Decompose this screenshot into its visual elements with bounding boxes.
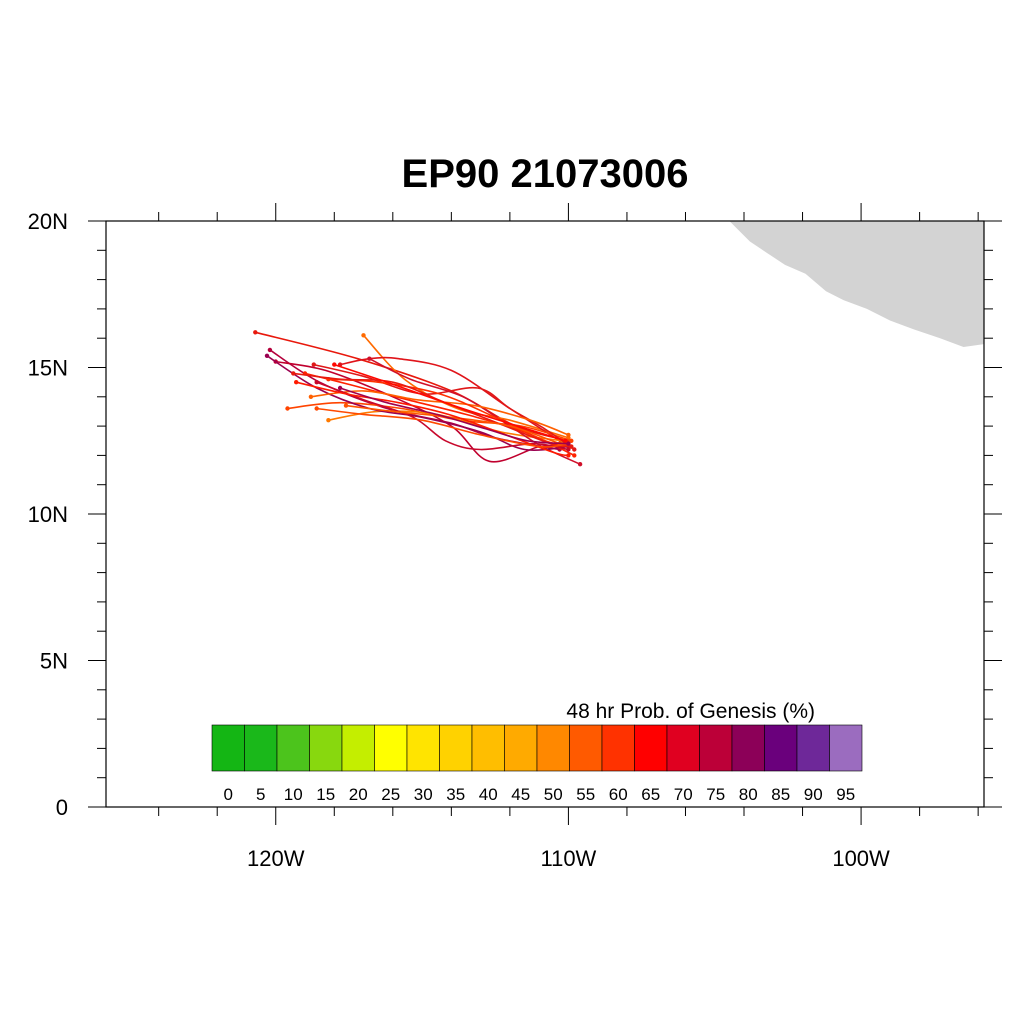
colorbar-label: 65	[641, 785, 660, 804]
y-tick-label: 15N	[28, 356, 68, 381]
track-line-20	[339, 387, 569, 445]
track-start-point-6	[285, 406, 290, 411]
storm-tracks	[253, 330, 583, 467]
track-line-16	[345, 404, 560, 445]
colorbar-label: 85	[771, 785, 790, 804]
colorbar-swatch	[699, 724, 733, 772]
colorbar-swatch	[569, 724, 603, 772]
axis-ticks	[88, 203, 1002, 825]
track-start-point-17	[332, 362, 337, 367]
colorbar-label: 5	[256, 785, 265, 804]
track-line-19	[316, 407, 569, 448]
colorbar-label: 75	[706, 785, 725, 804]
track-end-point-12	[566, 432, 571, 438]
axis-labels: 120W 110W 100W 0 5N 10N 15N 20N	[28, 209, 890, 871]
track-start-point-1	[253, 330, 258, 335]
colorbar-swatch	[439, 724, 473, 772]
y-tick-label: 5N	[40, 649, 68, 674]
track-start-point-19	[314, 406, 319, 411]
track-start-point-18	[294, 380, 299, 385]
colorbar-label: 70	[674, 785, 693, 804]
colorbar-swatch	[536, 724, 570, 772]
land-mass	[729, 221, 984, 347]
track-start-point-13	[314, 380, 319, 385]
colorbar-label: 45	[511, 785, 530, 804]
colorbar-label: 90	[804, 785, 823, 804]
track-end-point-8	[572, 447, 577, 452]
colorbar-swatch	[211, 724, 245, 772]
track-end-point-17	[563, 438, 568, 443]
colorbar-swatch	[309, 724, 343, 772]
colorbar-label: 10	[284, 785, 303, 804]
track-line-18	[296, 381, 569, 457]
colorbar-label: 60	[609, 785, 628, 804]
track-line-13	[316, 381, 569, 451]
colorbar-label: 25	[381, 785, 400, 804]
track-line-9	[369, 357, 581, 465]
colorbar-label: 80	[739, 785, 758, 804]
track-line-1	[255, 331, 569, 442]
x-tick-label: 110W	[540, 846, 596, 871]
track-end-point-18	[566, 453, 571, 458]
colorbar-swatch	[666, 724, 700, 772]
track-end-point-11	[572, 453, 577, 458]
colorbar-swatch	[406, 724, 440, 772]
colorbar: 48 hr Prob. of Genesis (%) 0 5 10 15 20 25 30 3…	[211, 700, 863, 804]
colorbar-swatch	[601, 724, 635, 772]
colorbar-label: 0	[224, 785, 233, 804]
y-tick-label: 10N	[28, 502, 68, 527]
colorbar-swatch	[796, 724, 830, 772]
track-line-14	[328, 378, 572, 448]
colorbar-swatch	[276, 724, 310, 772]
track-start-point-9	[367, 356, 372, 361]
colorbar-label: 40	[479, 785, 498, 804]
colorbar-label: 30	[414, 785, 433, 804]
colorbar-label: 50	[544, 785, 563, 804]
colorbar-swatch	[731, 724, 765, 772]
track-start-point-16	[343, 403, 349, 408]
y-tick-label: 20N	[28, 209, 68, 234]
track-start-point-12	[308, 394, 314, 399]
colorbar-swatch	[829, 724, 863, 772]
colorbar-label: 35	[446, 785, 465, 804]
colorbar-swatch	[471, 724, 505, 772]
colorbar-swatch	[341, 724, 375, 772]
colorbar-title: 48 hr Prob. of Genesis (%)	[566, 700, 815, 723]
colorbar-swatch	[634, 724, 668, 772]
track-start-point-2	[361, 333, 366, 338]
track-end-point-6	[569, 438, 574, 443]
colorbar-label: 55	[576, 785, 595, 804]
track-end-point-15	[569, 444, 574, 449]
colorbar-swatch	[764, 724, 798, 772]
colorbar-swatch	[244, 724, 278, 772]
chart-title: EP90 21073006	[401, 152, 689, 196]
colorbar-label: 95	[836, 785, 855, 804]
x-tick-label: 120W	[247, 846, 305, 871]
colorbar-swatch	[504, 724, 538, 772]
land-polygon	[729, 221, 984, 347]
track-start-point-20	[337, 385, 343, 391]
track-line-17	[334, 363, 566, 442]
track-end-point-9	[577, 462, 583, 467]
plot-frame	[105, 220, 985, 808]
colorbar-label: 15	[316, 785, 335, 804]
track-start-point-15	[291, 371, 296, 376]
track-line-8	[313, 363, 575, 451]
colorbar-label: 20	[349, 785, 368, 804]
track-start-point-8	[311, 362, 316, 367]
track-end-point-20	[566, 441, 571, 446]
track-line-2	[362, 334, 569, 439]
track-end-point-13	[566, 447, 571, 452]
colorbar-swatch	[374, 724, 408, 772]
track-start-point-7	[326, 418, 331, 423]
y-tick-label: 0	[56, 795, 68, 820]
x-tick-label: 100W	[832, 846, 890, 871]
track-start-point-10	[264, 353, 270, 358]
track-start-point-4	[267, 347, 273, 353]
